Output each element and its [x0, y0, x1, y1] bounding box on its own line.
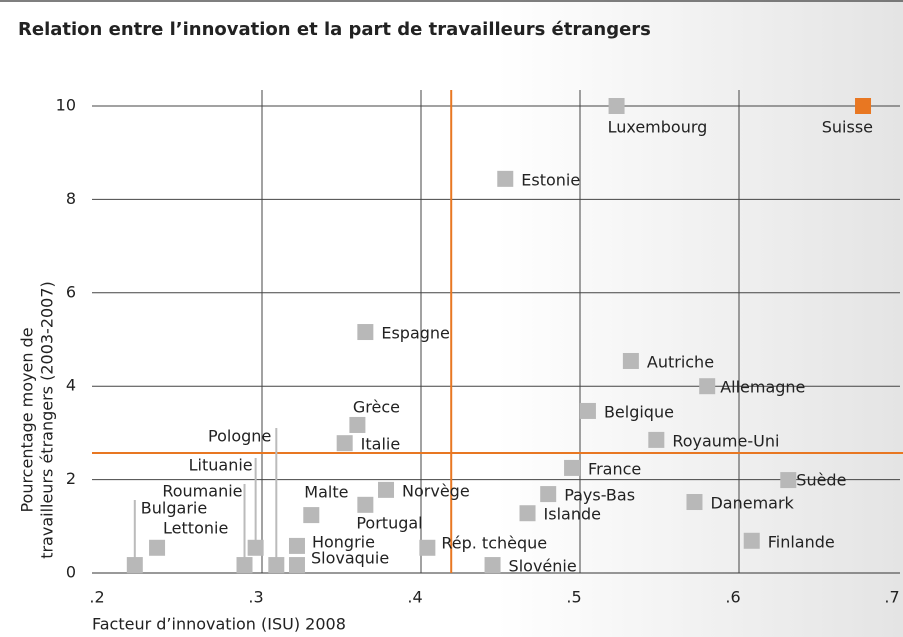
- point: [236, 557, 253, 574]
- point-label: Allemagne: [720, 378, 805, 397]
- y-tick-label: 10: [56, 96, 76, 115]
- point: [497, 170, 514, 187]
- point: [855, 98, 872, 114]
- x-tick-label: .4: [407, 588, 422, 607]
- y-tick-label: 8: [66, 189, 76, 208]
- point-label: Lettonie: [163, 518, 228, 537]
- point-label: Rép. tchèque: [441, 533, 547, 552]
- point: [579, 402, 596, 419]
- y-tick-label: 2: [66, 469, 76, 488]
- point: [419, 539, 436, 556]
- point: [349, 416, 366, 433]
- y-axis-label: travailleurs étrangers (2003-2007): [38, 281, 57, 559]
- point: [686, 494, 703, 511]
- point: [622, 352, 639, 369]
- point-label: Portugal: [356, 513, 422, 532]
- point-label: Autriche: [647, 352, 714, 371]
- point-label: Italie: [361, 435, 401, 454]
- y-tick-label: 4: [66, 376, 76, 395]
- point-label: Bulgarie: [141, 499, 207, 518]
- point: [648, 431, 665, 448]
- point-label: Pologne: [208, 427, 271, 446]
- point: [288, 557, 305, 574]
- point-label: Royaume-Uni: [672, 431, 779, 450]
- point-label: Hongrie: [312, 532, 375, 551]
- point-label: Grèce: [353, 397, 400, 416]
- point-label: Norvège: [402, 481, 470, 500]
- point: [336, 435, 353, 452]
- point-label: Pays-Bas: [564, 486, 635, 505]
- point: [699, 378, 716, 395]
- point: [540, 486, 557, 503]
- point: [378, 481, 395, 498]
- point: [608, 98, 625, 114]
- point: [149, 539, 166, 556]
- point-label: Suisse: [822, 118, 873, 137]
- x-tick-label: .3: [248, 588, 263, 607]
- x-tick-label: .2: [89, 588, 104, 607]
- point-label: Slovénie: [509, 557, 577, 576]
- point: [288, 537, 305, 554]
- point: [247, 539, 264, 556]
- point: [564, 459, 581, 476]
- point: [780, 472, 797, 489]
- y-tick-label: 6: [66, 282, 76, 301]
- point: [303, 507, 320, 524]
- chart-title: Relation entre l’innovation et la part d…: [18, 19, 651, 40]
- point: [357, 496, 374, 513]
- y-axis-label: Pourcentage moyen de: [18, 327, 37, 512]
- point-label: Suède: [796, 471, 846, 490]
- point-label: Slovaquie: [311, 549, 389, 568]
- point-label: Estonie: [521, 170, 580, 189]
- y-tick-label: 0: [66, 563, 76, 582]
- x-tick-label: .6: [725, 588, 740, 607]
- point: [519, 505, 536, 522]
- point-label: Malte: [304, 483, 348, 502]
- point-label: Lituanie: [189, 455, 253, 474]
- point-label: Espagne: [381, 324, 450, 343]
- point: [126, 557, 143, 574]
- point: [743, 532, 760, 549]
- point-label: Luxembourg: [608, 118, 708, 137]
- point-label: Finlande: [768, 532, 835, 551]
- x-tick-label: .5: [566, 588, 581, 607]
- x-tick-label: .7: [884, 588, 899, 607]
- x-axis-label: Facteur d’innovation (ISU) 2008: [92, 615, 346, 634]
- point-label: Belgique: [604, 402, 674, 421]
- point-label: Islande: [544, 505, 601, 524]
- point-label: France: [588, 459, 641, 478]
- point: [357, 324, 374, 341]
- point-label: Danemark: [710, 494, 794, 513]
- point-label: Roumanie: [162, 482, 242, 501]
- point: [268, 557, 285, 574]
- point: [484, 557, 501, 574]
